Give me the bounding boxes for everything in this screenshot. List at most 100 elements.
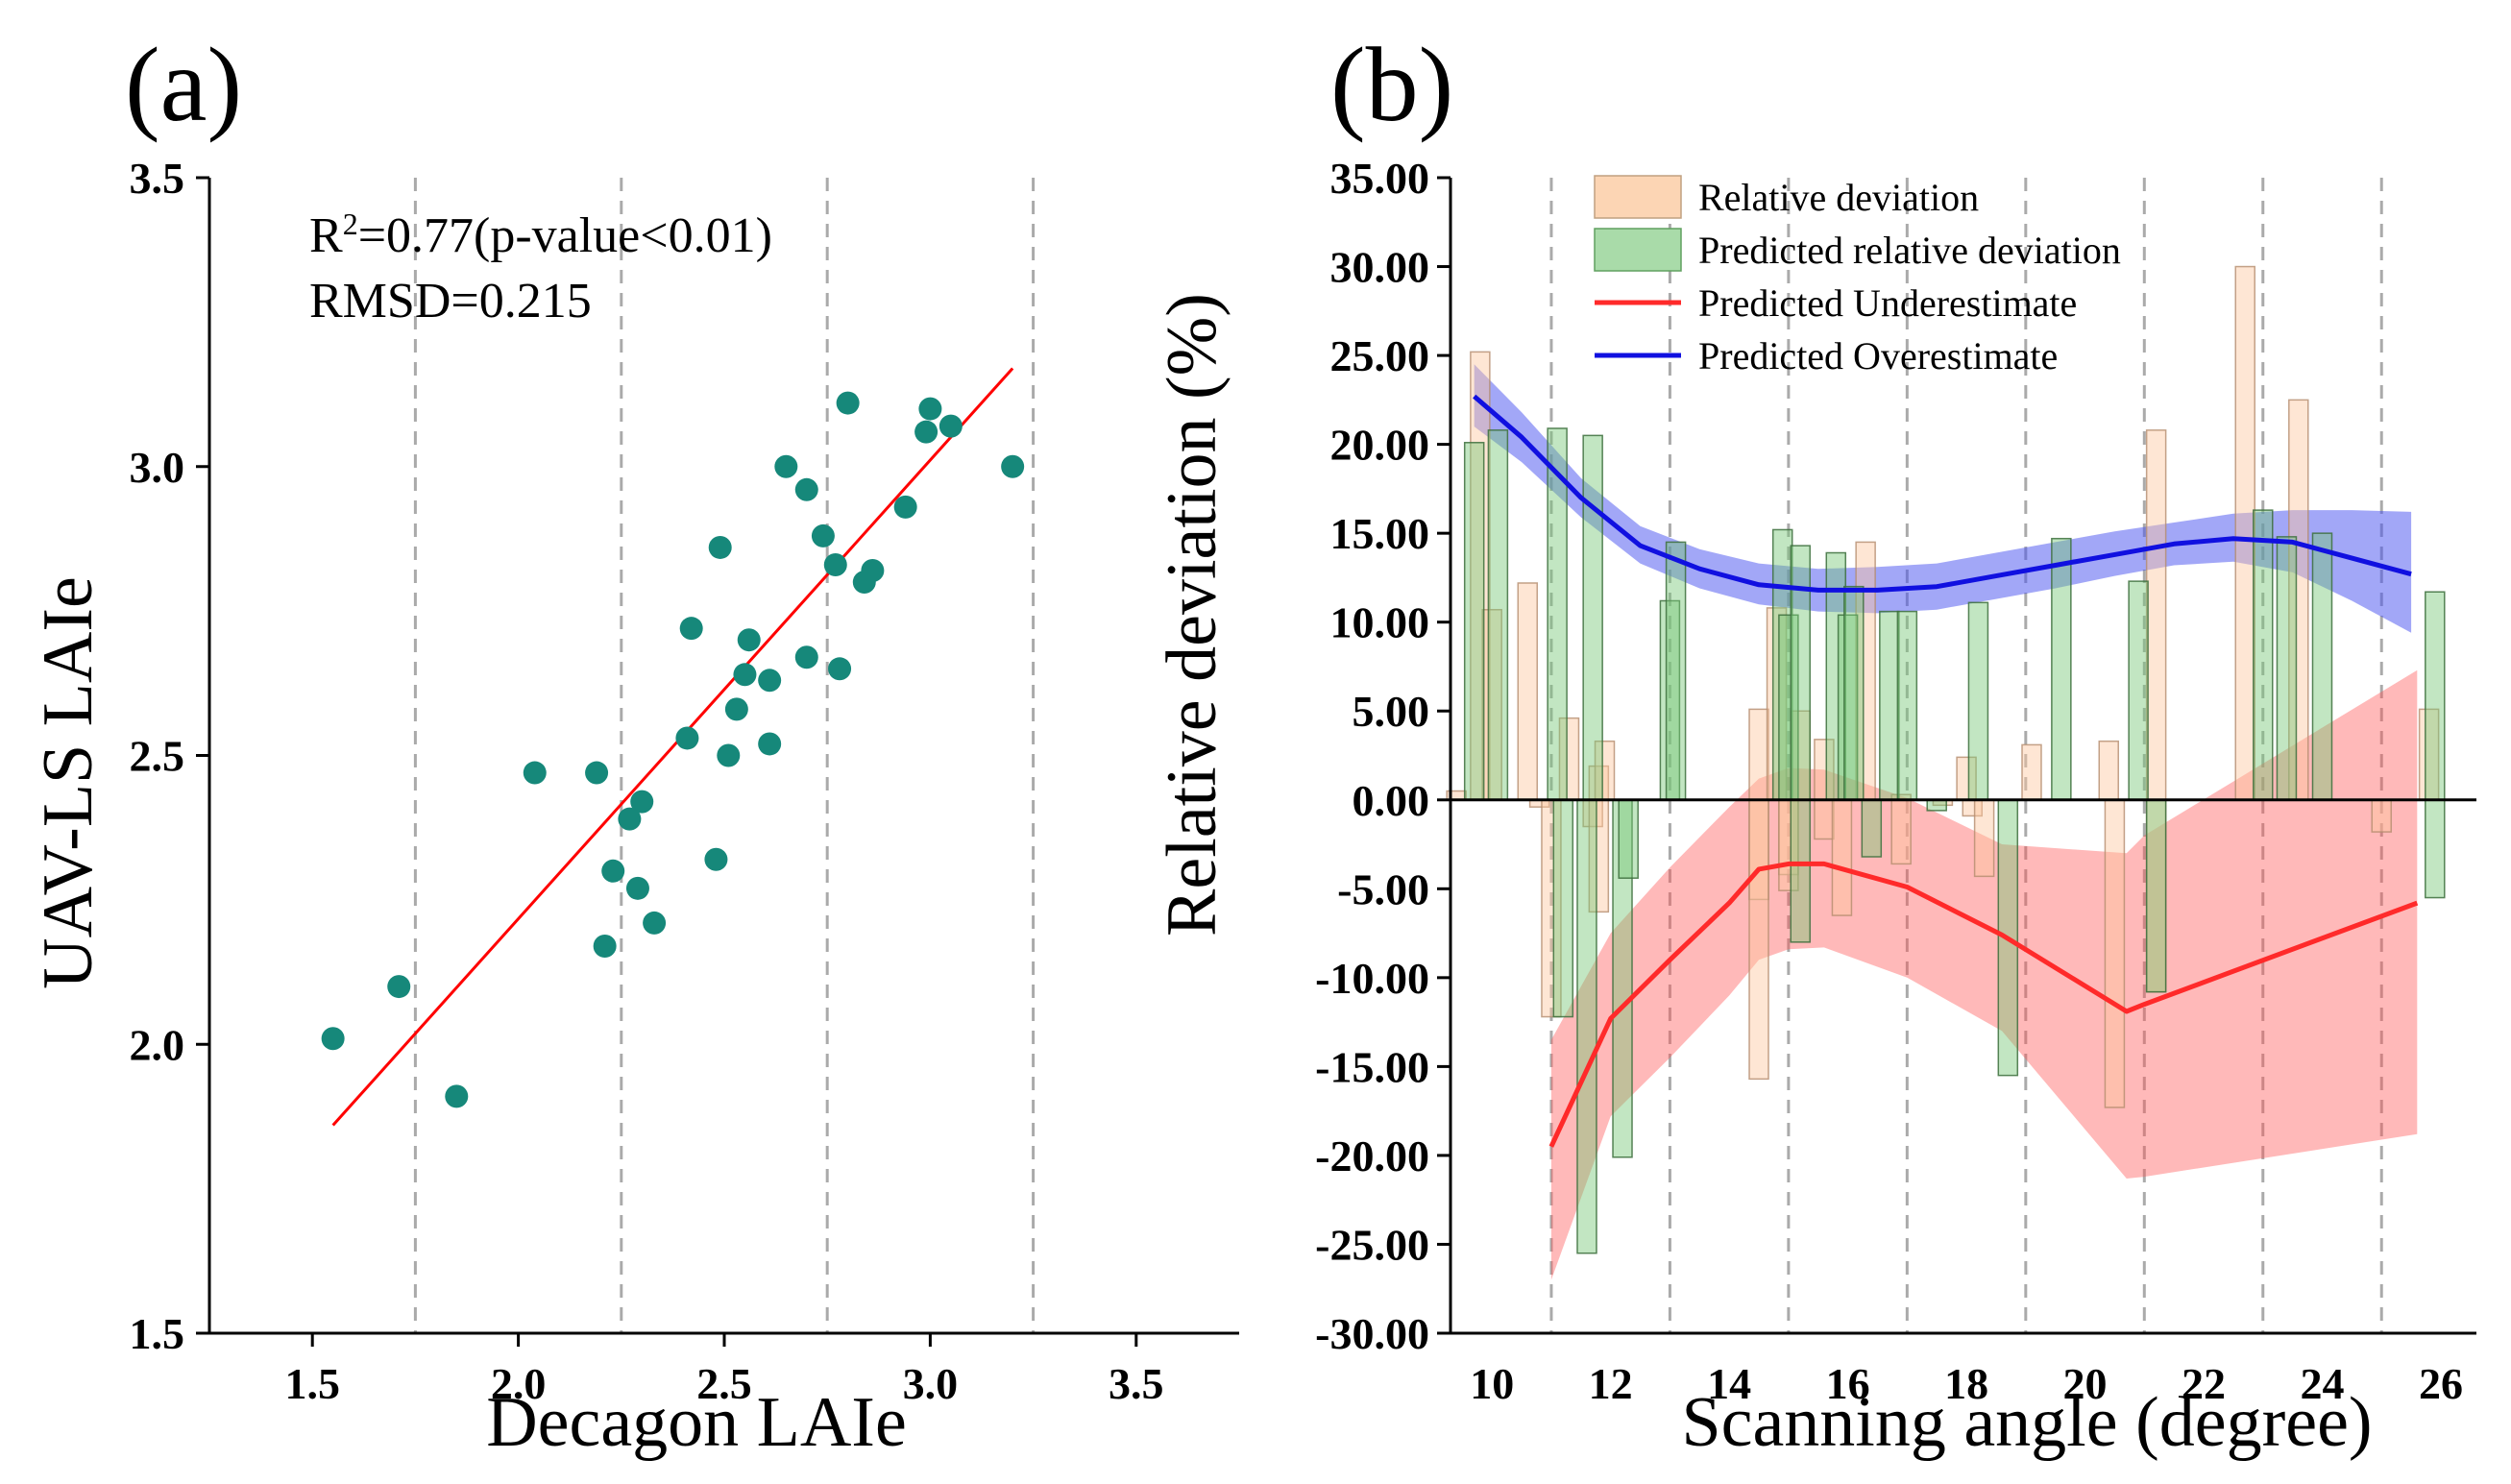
- predicted-relative-deviation-bar: [2051, 537, 2072, 801]
- predicted-relative-deviation-bar: [1896, 610, 1918, 801]
- predicted-relative-deviation-bar: [2276, 536, 2298, 801]
- predicted-relative-deviation-bar: [1879, 610, 1900, 801]
- relative-deviation-bar: [1517, 582, 1539, 801]
- relative-deviation-bar: [2104, 799, 2126, 1108]
- legend-swatch-predicted-deviation: [1594, 228, 1682, 272]
- predicted-relative-deviation-bar: [1487, 429, 1509, 801]
- scatter-point: [737, 628, 761, 652]
- relative-deviation-bar: [1814, 799, 1835, 840]
- y-tick-label-a: 3.0: [130, 443, 185, 492]
- y-tick-label-b: 0.00: [1353, 776, 1430, 825]
- legend-label: Predicted relative deviation: [1698, 229, 2121, 272]
- regression-line: [331, 367, 1014, 1127]
- x-tick-label-b: 26: [2419, 1359, 2463, 1408]
- x-tick-label-b: 16: [1826, 1359, 1870, 1408]
- predicted-relative-deviation-bar: [1926, 799, 1947, 812]
- y-tick-label-b: -10.00: [1315, 954, 1429, 1003]
- scatter-point: [708, 535, 732, 559]
- scatter-point: [321, 1027, 345, 1051]
- scatter-point: [758, 732, 782, 756]
- predicted-relative-deviation-bar: [1552, 799, 1574, 1018]
- scatter-point: [758, 669, 782, 693]
- r2-superscript: 2: [343, 207, 358, 241]
- y-tick-label-a: 2.0: [130, 1020, 185, 1069]
- predicted-relative-deviation-bar: [1463, 442, 1485, 801]
- predicted-relative-deviation-bar: [2253, 509, 2274, 801]
- predicted-relative-deviation-bar: [1618, 799, 1639, 879]
- scatter-point: [593, 934, 617, 958]
- y-tick-label-b: -25.00: [1315, 1220, 1429, 1269]
- scatter-point: [733, 663, 757, 687]
- predicted-relative-deviation-bar: [1547, 427, 1568, 801]
- scatter-point: [643, 911, 667, 935]
- predicted-relative-deviation-bar: [1861, 799, 1883, 858]
- predicted-relative-deviation-bar: [1790, 799, 1811, 943]
- scatter-point: [618, 807, 642, 831]
- predicted-relative-deviation-bar: [1576, 799, 1597, 1254]
- panel-b-label: (b): [1330, 26, 1453, 143]
- relative-deviation-bar: [2098, 740, 2119, 801]
- predicted-relative-deviation-bar: [1790, 545, 1811, 801]
- predicted-relative-deviation-bar: [2425, 799, 2446, 899]
- y-tick-label-b: -15.00: [1315, 1042, 1429, 1091]
- y-tick-label-b: -5.00: [1337, 864, 1429, 913]
- scatter-point: [717, 743, 741, 767]
- y-axis-title-b: Relative deviation (%): [1153, 293, 1231, 937]
- scatter-point: [1001, 454, 1025, 478]
- x-axis-title-a: Decagon LAIe: [486, 1383, 907, 1462]
- y-tick-label-b: -30.00: [1315, 1309, 1429, 1358]
- y-tick-label-b: 10.00: [1330, 598, 1430, 647]
- relative-deviation-bar: [1831, 799, 1853, 916]
- scatter-point: [939, 414, 963, 438]
- x-tick-label-b: 14: [1707, 1359, 1751, 1408]
- x-tick-label-b: 12: [1589, 1359, 1633, 1408]
- x-tick-label-a: 3.5: [1109, 1359, 1164, 1408]
- y-tick-label-b: 25.00: [1330, 331, 1430, 380]
- scatter-point: [794, 645, 818, 669]
- r2-prefix: R: [309, 208, 343, 263]
- legend-label: Relative deviation: [1698, 176, 1979, 219]
- scatter-point: [387, 975, 411, 999]
- legend-label: Predicted Underestimate: [1698, 281, 2077, 325]
- predicted-relative-deviation-bar: [1665, 541, 1687, 801]
- scatter-point: [823, 553, 847, 577]
- scatter-point: [585, 761, 609, 785]
- relative-deviation-bar: [2145, 429, 2167, 801]
- scatter-point: [774, 454, 798, 478]
- predicted-relative-deviation-bar: [2311, 532, 2333, 801]
- scatter-point: [704, 847, 728, 871]
- scatter-point: [811, 523, 835, 547]
- relative-deviation-bar: [2371, 799, 2392, 833]
- scatter-point: [724, 697, 748, 721]
- panel-a-label: (a): [125, 26, 242, 143]
- y-tick-label-a: 2.5: [130, 732, 185, 781]
- scatter-point: [675, 726, 699, 750]
- x-axis-title-b: Scanning angle (degree): [1681, 1383, 2372, 1462]
- y-tick-label-b: 30.00: [1330, 243, 1430, 292]
- x-tick-label-a: 2.0: [491, 1359, 547, 1408]
- y-tick-label-b: -20.00: [1315, 1131, 1429, 1180]
- y-tick-label-b: 5.00: [1353, 687, 1430, 736]
- scatter-point: [794, 477, 818, 501]
- scatter-point: [445, 1084, 469, 1108]
- r2-value: =0.77(p-value<0.01): [358, 208, 772, 263]
- x-tick-label-b: 22: [2182, 1359, 2226, 1408]
- y-axis-title-a: UAV-LS LAIe: [29, 576, 108, 989]
- r2-annotation: R2=0.77(p-value<0.01): [309, 207, 772, 263]
- y-tick-label-b: 20.00: [1330, 421, 1430, 470]
- predicted-relative-deviation-bar: [2425, 591, 2446, 801]
- panel-b-deviation-chart: (b) -30.00 -25.00 -20.00 -15.00 -10.00 -5.00 0…: [1153, 26, 2476, 1462]
- scatter-point: [893, 495, 917, 519]
- scatter-point: [625, 876, 649, 900]
- x-tick-label-b: 20: [2063, 1359, 2108, 1408]
- panel-a-scatter: (a) 1.5 2.0 2.5 3.0 3.5 1.5 2.0 2.5 3.0 3.5 R2=0.…: [29, 26, 1239, 1462]
- legend-swatch-relative-deviation: [1594, 175, 1682, 219]
- legend: Relative deviation Predicted relative dev…: [1594, 175, 2121, 377]
- predicted-relative-deviation-bar: [2145, 799, 2167, 993]
- relative-deviation-bar: [1748, 708, 1769, 801]
- relative-deviation-bar: [2234, 265, 2255, 801]
- underestimate-confidence-band: [1550, 669, 2418, 1280]
- x-tick-label-a: 3.0: [903, 1359, 959, 1408]
- scatter-point: [918, 397, 942, 421]
